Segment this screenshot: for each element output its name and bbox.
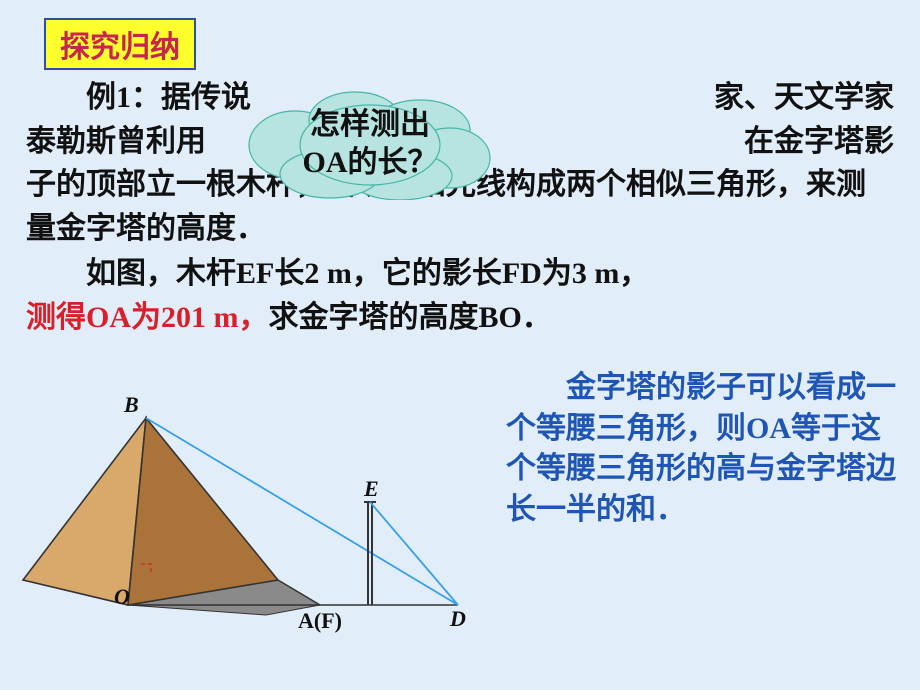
bubble-text: 怎样测出 OA的长？ xyxy=(303,106,438,181)
label-B: B xyxy=(124,392,139,418)
slide: 探究归纳 例1：据传说 家、天文学家 泰勒斯曾利用 在金字塔影 子的顶部立一根木… xyxy=(0,0,920,690)
figure-svg xyxy=(18,390,478,650)
cloud-bubble: 怎样测出 OA的长？ xyxy=(240,90,500,200)
side-note: 金字塔的影子可以看成一个等腰三角形，则OA等于这个等腰三角形的高与金字塔边长一半… xyxy=(506,368,898,530)
section-tag: 探究归纳 xyxy=(44,18,196,70)
line-q1: 如图，木杆EF长2 m，它的影长FD为3 m， xyxy=(26,252,894,296)
q2-red: 测得OA为201 m， xyxy=(26,301,269,334)
label-D: D xyxy=(450,606,466,632)
label-AF: A(F) xyxy=(298,608,342,634)
line-1b: 家、天文学家 xyxy=(714,76,894,120)
label-E: E xyxy=(364,476,379,502)
bubble-line-2: OA的长？ xyxy=(303,146,438,179)
line-q2: 测得OA为201 m，求金字塔的高度BO． xyxy=(26,296,894,340)
line-2b: 在金字塔影 xyxy=(744,120,894,164)
figure: B O A(F) E D xyxy=(18,390,478,650)
label-O: O xyxy=(114,584,130,610)
q2-tail: 求金字塔的高度BO． xyxy=(269,301,552,334)
line-1a: 例1：据传说 xyxy=(86,76,251,120)
line-2a: 泰勒斯曾利用 xyxy=(26,120,206,164)
bubble-line-1: 怎样测出 xyxy=(310,108,430,141)
